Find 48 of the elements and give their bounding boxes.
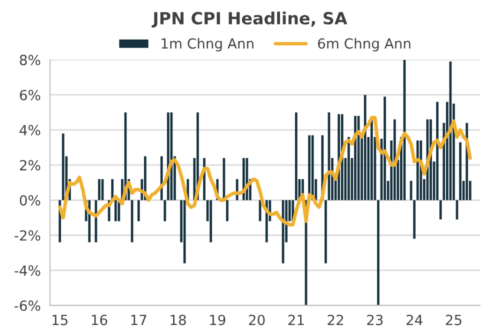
bar	[98, 179, 100, 200]
bar	[393, 119, 396, 200]
y-tick-label: 0%	[20, 195, 40, 206]
bar	[377, 200, 380, 306]
line-series	[58, 116, 472, 226]
bar	[439, 200, 442, 220]
legend-label: 6m Chng Ann	[318, 38, 410, 52]
x-tick-label: 18	[170, 314, 186, 326]
bar	[459, 142, 462, 200]
bar	[210, 200, 212, 242]
x-tick-label: 15	[52, 314, 68, 326]
bar	[295, 112, 298, 200]
bar	[436, 102, 439, 200]
y-tick-label: 2%	[20, 160, 40, 171]
bar	[324, 200, 327, 264]
bar	[226, 200, 228, 222]
y-tick-label: 4%	[20, 124, 40, 136]
bar	[413, 200, 416, 239]
x-tick-label: 19	[210, 314, 226, 326]
y-tick-label: -6%	[14, 300, 40, 311]
y-tick-label: -4%	[14, 265, 40, 276]
bar	[164, 200, 166, 222]
chart-title: JPN CPI Headline, SA	[152, 12, 348, 28]
x-tick-label: 23	[367, 314, 383, 326]
bar	[364, 94, 366, 200]
x-tick-label: 22	[328, 314, 344, 326]
legend-label: 1m Chng Ann	[162, 38, 254, 52]
bar	[416, 140, 419, 200]
y-tick-label: 8%	[20, 54, 40, 66]
x-tick-label: 20	[248, 314, 265, 326]
bar	[410, 180, 412, 200]
bar	[384, 96, 386, 200]
bar	[258, 200, 262, 222]
bar	[114, 200, 117, 222]
bar	[348, 136, 350, 200]
bar	[183, 200, 186, 264]
bar	[62, 133, 64, 200]
bar	[311, 135, 314, 200]
bar	[354, 116, 356, 200]
x-tick-label: 16	[92, 314, 108, 326]
bar	[370, 118, 373, 200]
x-tick-label: 24	[406, 314, 422, 326]
x-tick-label: 17	[131, 314, 146, 326]
bar	[137, 200, 140, 222]
x-tick-label: 25	[446, 314, 462, 326]
y-tick-label: 6%	[20, 90, 40, 100]
y-tick-label: -2%	[14, 230, 40, 241]
x-tick-label: 21	[288, 314, 304, 326]
